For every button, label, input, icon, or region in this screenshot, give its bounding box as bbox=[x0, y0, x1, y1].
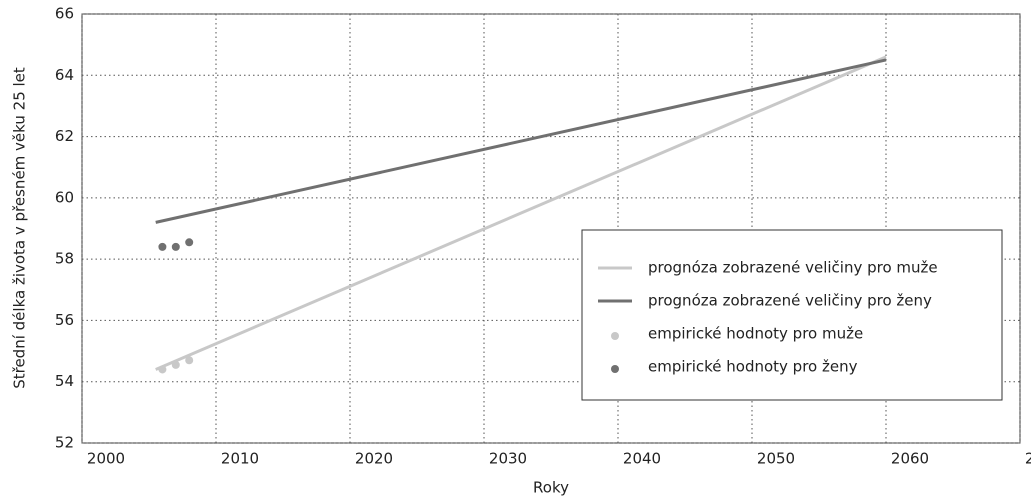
x-tick-label: 2050 bbox=[757, 450, 795, 468]
legend-swatch bbox=[611, 332, 619, 340]
point bbox=[171, 242, 180, 251]
x-axis-label: Roky bbox=[533, 479, 569, 497]
legend-label: empirické hodnoty pro muže bbox=[648, 325, 863, 343]
line bbox=[155, 58, 887, 224]
x-tick-label: 2000 bbox=[87, 450, 125, 468]
point bbox=[158, 242, 167, 251]
x-tick-label: 2060 bbox=[891, 450, 929, 468]
point bbox=[158, 365, 167, 374]
y-tick-label: 56 bbox=[55, 311, 74, 329]
legend-swatch bbox=[611, 365, 619, 373]
y-tick-label: 66 bbox=[55, 5, 74, 23]
x-tick-label: 2040 bbox=[623, 450, 661, 468]
x-tick-label: 2030 bbox=[489, 450, 527, 468]
y-tick-label: 62 bbox=[55, 127, 74, 145]
point bbox=[185, 356, 194, 365]
x-tick-label: 2010 bbox=[221, 450, 259, 468]
y-tick-label: 60 bbox=[55, 188, 74, 206]
y-tick-label: 58 bbox=[55, 250, 74, 268]
legend-label: prognóza zobrazené veličiny pro ženy bbox=[648, 292, 932, 310]
legend-label: empirické hodnoty pro ženy bbox=[648, 358, 858, 376]
x-tick-label: 2020 bbox=[355, 450, 393, 468]
y-tick-label: 52 bbox=[55, 434, 74, 452]
legend-label: prognóza zobrazené veličiny pro muže bbox=[648, 259, 938, 277]
point bbox=[185, 238, 194, 247]
legend-box bbox=[581, 229, 1003, 401]
y-tick-label: 54 bbox=[55, 372, 74, 390]
line bbox=[155, 55, 887, 371]
x-tick-label: 2070 bbox=[1025, 450, 1031, 468]
point bbox=[171, 360, 180, 369]
y-tick-label: 64 bbox=[55, 66, 74, 84]
y-axis-label: Střední délka života v přesném věku 25 l… bbox=[11, 67, 29, 389]
